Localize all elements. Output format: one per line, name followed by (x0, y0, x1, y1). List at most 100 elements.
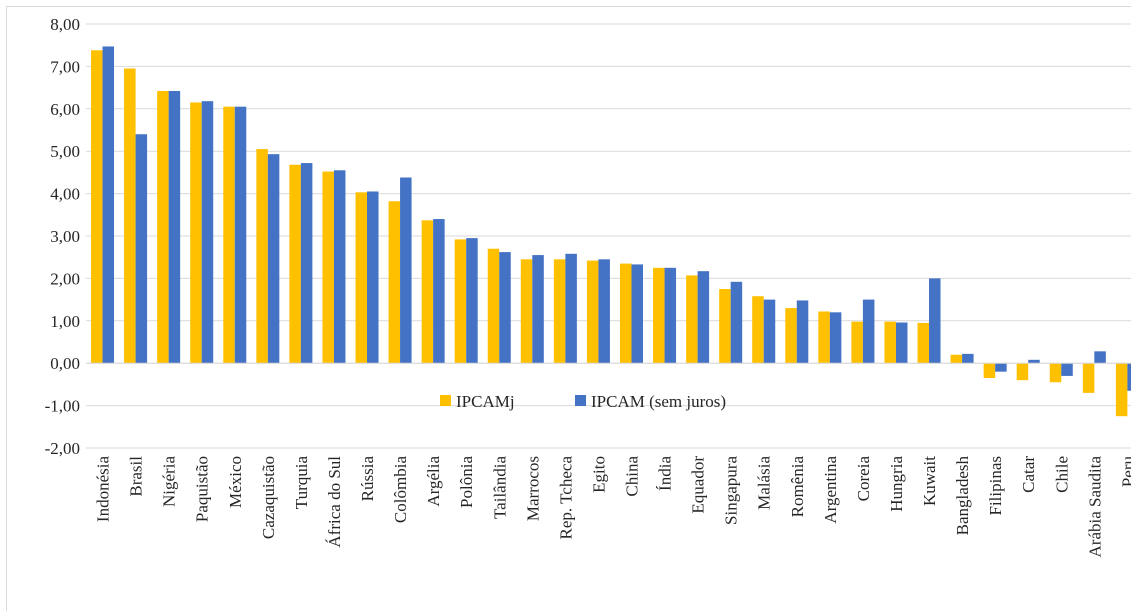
x-tick-label: Equador (689, 456, 708, 514)
bar (223, 106, 235, 364)
y-tick-label: 7,00 (50, 57, 80, 76)
bar (697, 271, 710, 364)
x-tick-label: Colômbia (391, 456, 410, 524)
bar (1049, 363, 1062, 383)
bar (1016, 363, 1029, 381)
y-tick-label: 1,00 (50, 312, 80, 331)
bar (300, 163, 313, 364)
bar (168, 90, 181, 364)
bar (433, 219, 445, 364)
bar (234, 106, 247, 364)
bar (619, 263, 632, 364)
x-tick-label: Egito (589, 456, 608, 493)
x-tick-label: Bangladesh (953, 456, 972, 536)
bar (532, 255, 544, 364)
bar (553, 259, 566, 364)
bar (962, 353, 974, 364)
bar (730, 281, 743, 364)
legend-swatch (575, 395, 586, 406)
bar (388, 201, 401, 364)
bar (752, 296, 764, 364)
y-tick-label: 8,00 (50, 15, 80, 34)
legend-label: IPCAM (sem juros) (591, 392, 726, 411)
bar (631, 264, 643, 364)
x-tick-label: Argélia (424, 456, 443, 507)
x-tick-label: Rep. Tcheca (556, 456, 575, 540)
y-tick-label: 2,00 (50, 269, 80, 288)
x-tick-label: China (622, 456, 641, 497)
bar (466, 238, 478, 364)
x-tick-label: Rússia (358, 456, 377, 502)
bar (719, 289, 731, 364)
bar (400, 177, 412, 364)
bar (124, 68, 136, 364)
bar (983, 363, 996, 379)
bar (565, 253, 577, 364)
bar (598, 259, 610, 364)
x-tick-label: Singapura (722, 456, 741, 525)
x-tick-label: Brasil (127, 456, 146, 497)
bar (267, 154, 280, 364)
x-tick-label: Argentina (821, 456, 840, 524)
bar (256, 149, 268, 364)
bar (586, 260, 599, 364)
x-tick-label: Peru (1118, 456, 1131, 488)
x-tick-label: Arábia Saudita (1085, 456, 1104, 558)
bar (454, 239, 467, 364)
y-tick-label: 5,00 (50, 142, 80, 161)
y-tick-label: -2,00 (45, 439, 80, 458)
bar (135, 134, 148, 364)
bar (785, 308, 797, 364)
bar (91, 50, 103, 364)
x-tick-label: Marrocos (523, 456, 542, 521)
bar (157, 90, 169, 364)
x-tick-label: Hungria (887, 456, 906, 512)
bar (1115, 363, 1128, 417)
bar (950, 354, 963, 364)
x-tick-label: Filipinas (986, 456, 1005, 516)
x-tick-label: México (226, 456, 245, 508)
bar (763, 299, 776, 364)
bar (102, 46, 115, 364)
bar (487, 248, 500, 364)
x-tick-label: Paquistão (193, 456, 212, 522)
bar (499, 252, 511, 364)
y-tick-label: 4,00 (50, 185, 80, 204)
bar (929, 278, 941, 364)
bar (1094, 351, 1106, 364)
bar (829, 312, 842, 364)
bar (520, 259, 533, 364)
bar (851, 321, 863, 364)
y-tick-label: 3,00 (50, 227, 80, 246)
bar (1082, 363, 1095, 393)
legend-label: IPCAMj (456, 392, 515, 411)
x-tick-label: África do Sul (325, 456, 344, 548)
bar (421, 220, 434, 364)
y-tick-label: 6,00 (50, 100, 80, 119)
x-tick-label: Turquia (292, 456, 311, 510)
x-tick-label: Nigéria (160, 456, 179, 507)
x-tick-label: Cazaquistão (259, 456, 278, 539)
x-tick-label: Polônia (457, 456, 476, 508)
bar (686, 275, 698, 364)
x-tick-label: Romênia (788, 456, 807, 518)
x-tick-label: Catar (1019, 456, 1038, 493)
x-tick-label: Indonésia (94, 456, 113, 523)
bar (884, 321, 896, 364)
bar (796, 300, 809, 364)
bar (818, 311, 830, 364)
bar (367, 191, 379, 364)
bar (995, 363, 1007, 372)
x-tick-label: Índia (656, 456, 675, 491)
x-tick-label: Tailândia (490, 456, 509, 519)
bar (355, 192, 368, 364)
bar (895, 322, 908, 364)
bar (1127, 363, 1131, 391)
bar (190, 102, 202, 364)
bar (1061, 363, 1073, 376)
x-tick-label: Coreia (854, 456, 873, 502)
bar (653, 267, 665, 364)
bar (664, 267, 677, 364)
x-tick-label: Malásia (755, 456, 774, 510)
